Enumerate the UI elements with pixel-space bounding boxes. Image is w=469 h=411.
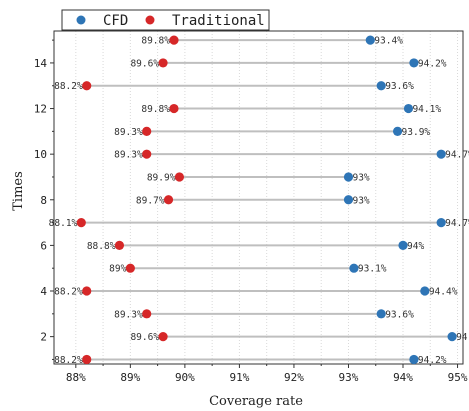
traditional-point [142,309,152,319]
ticks: 88% 89% 90% 91% 92% 93% 94% 95% 2 4 6 8 10 12 14 [34,39,468,384]
traditional-value-label: 88.2% [54,287,83,298]
cfd-point [365,35,375,45]
traditional-point [169,103,179,114]
x-tick-label: 88% [66,371,86,384]
cfd-value-label: 94.2% [418,58,447,69]
traditional-value-label: 89.3% [114,309,143,320]
y-tick-label: 8 [40,194,47,207]
traditional-value-label: 89.3% [114,127,143,138]
traditional-point [142,126,152,136]
connectors [81,39,453,361]
cfd-point [436,217,446,228]
traditional-value-label: 88.2% [54,81,83,92]
cfd-value-label: 93.9% [402,127,431,138]
traditional-point [142,149,152,159]
cfd-value-label: 93.4% [374,36,403,47]
cfd-point [349,263,359,273]
x-tick-label: 95% [448,371,468,384]
cfd-value-label: 94.1% [412,104,441,115]
traditional-point [82,354,92,365]
traditional-value-label: 88.8% [87,241,116,252]
x-tick-label: 93% [339,371,359,384]
cfd-point [447,332,457,342]
y-tick-label: 14 [34,57,48,70]
traditional-point [158,332,168,342]
traditional-value-label: 89.6% [130,332,159,343]
plot-border [53,30,464,365]
traditional-point [76,217,86,228]
traditional-value-label: 88.2% [54,355,83,366]
traditional-value-label: 89.3% [114,150,143,161]
cfd-value-label: 94.2% [418,355,447,366]
y-tick-label: 6 [40,239,47,252]
x-axis-title: Coverage rate [209,394,303,409]
y-tick-label: 10 [34,148,47,161]
cfd-point [420,286,430,296]
cfd-value-label: 94% [407,241,424,252]
legend: CFD Traditional [61,9,270,31]
cfd-value-label: 93.1% [358,264,387,275]
traditional-value-label: 89.6% [130,58,159,69]
traditional-value-label: 88.1% [49,218,78,229]
x-tick-label: 89% [120,371,140,384]
x-tick-label: 94% [393,371,413,384]
cfd-point [392,126,403,136]
legend-cfd-label: CFD [103,13,128,29]
traditional-point [158,58,168,68]
cfd-point [403,103,414,114]
y-axis-title: Times [11,171,26,211]
cfd-value-label: 94.4% [429,287,458,298]
x-tick-label: 90% [175,371,195,384]
cfd-point [398,240,408,250]
cfd-point [376,309,386,319]
annotations: 94.2% 94.9% 93.6% 94.4% 93.1% 94% 94.7% 93% 93% 9… [49,36,469,366]
y-tick-label: 4 [40,285,47,298]
traditional-value-label: 89% [109,264,126,275]
traditional-value-label: 89.8% [141,104,170,115]
legend-traditional-label: Traditional [172,13,265,29]
traditional-point [174,172,185,182]
traditional-value-label: 89.7% [136,195,165,206]
legend-box [61,9,270,31]
cfd-value-label: 93.6% [385,309,414,320]
x-tick-label: 91% [229,371,249,384]
cfd-point [409,354,419,365]
traditional-point [125,263,135,273]
points [76,35,457,365]
cfd-point [436,149,446,159]
traditional-point [82,81,92,91]
traditional-point [169,35,179,45]
cfd-point [409,58,419,68]
cfd-point [343,195,354,205]
x-tick-label: 92% [284,371,304,384]
traditional-value-label: 89.9% [147,172,176,183]
plot-frame [53,30,464,365]
y-tick-label: 12 [34,103,47,116]
traditional-point [82,286,92,296]
cfd-value-label: 94.9% [456,332,469,343]
cfd-value-label: 93.6% [385,81,414,92]
cfd-value-label: 93% [352,172,369,183]
legend-cfd-marker [76,15,86,25]
traditional-point [163,195,174,205]
traditional-point [114,240,125,250]
cfd-point [343,172,354,182]
y-tick-label: 2 [40,331,47,344]
cfd-value-label: 94.7% [445,218,469,229]
cfd-value-label: 94.7% [445,150,469,161]
cfd-point [376,81,386,91]
legend-traditional-marker [145,15,155,25]
traditional-value-label: 89.8% [141,36,170,47]
cfd-value-label: 93% [352,195,369,206]
